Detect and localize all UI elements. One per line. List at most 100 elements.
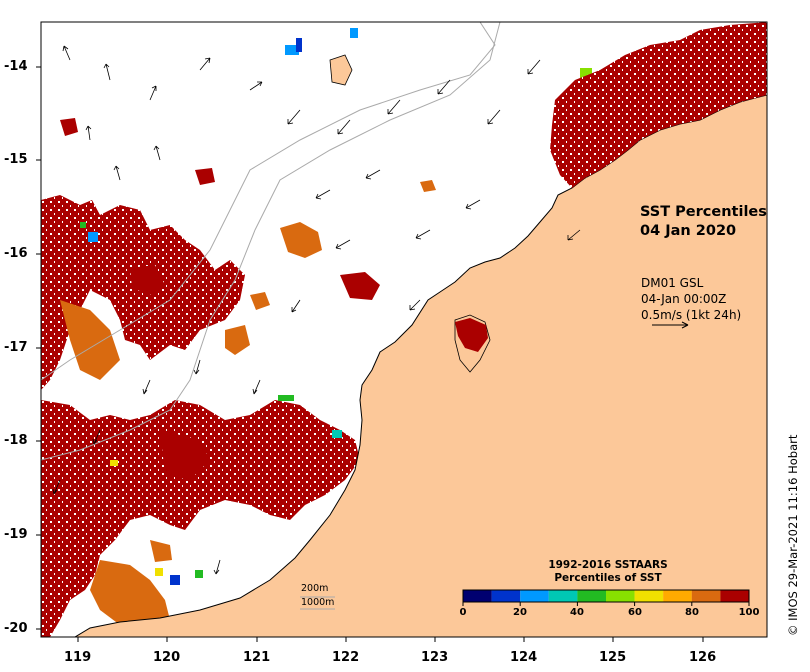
y-tick-label: -20 (4, 621, 28, 636)
sst-patch-c9 (195, 168, 215, 185)
current-arrow (567, 229, 581, 241)
current-arrow (85, 125, 92, 141)
colorbar-segment (691, 590, 721, 602)
colorbar (462, 589, 750, 606)
current-arrow (437, 79, 451, 95)
current-arrow (193, 359, 201, 375)
current-arrow (103, 63, 111, 81)
sst-patch-c6 (420, 180, 436, 192)
x-tick-label: 120 (153, 650, 181, 665)
y-tick-label: -16 (4, 246, 28, 261)
colorbar-title-line2: Percentiles of SST (554, 572, 662, 584)
sst-anomaly-patches (41, 28, 592, 637)
y-tick-label: -15 (4, 152, 28, 167)
current-arrow (153, 145, 161, 161)
current-arrow (337, 119, 351, 135)
colorbar-segment (720, 590, 749, 602)
contour-1000m (41, 22, 496, 381)
sst-patch-southwest-2 (90, 560, 170, 630)
current-arrow (52, 479, 61, 495)
current-arrow (335, 239, 351, 250)
current-arrow (287, 109, 301, 125)
x-tick-label: 126 (689, 650, 717, 665)
sst-patch-c1 (280, 222, 322, 258)
contour-200m (41, 22, 501, 461)
map-title-line1: SST Percentiles (640, 204, 767, 220)
y-tick-label: -14 (4, 59, 28, 74)
sst-cool-speck (110, 460, 118, 466)
current-arrow (315, 189, 331, 200)
contour-label-1000m: 1000m (301, 597, 335, 608)
current-arrow (149, 85, 157, 101)
sst-patch-c4 (130, 265, 165, 295)
credit-text: © IMOS 29-Mar-2021 11:16 Hobart (786, 434, 800, 636)
y-tick-label: -18 (4, 433, 28, 448)
current-arrow (142, 379, 151, 395)
colorbar-segment (463, 590, 492, 602)
current-arrow (199, 57, 211, 71)
sst-cool-speck (170, 575, 180, 585)
current-time: 04-Jan 00:00Z (641, 292, 727, 306)
colorbar-tick: 0 (459, 607, 467, 618)
map-title: SST Percentiles 04 Jan 2020 (640, 203, 767, 241)
colorbar-segment (491, 590, 521, 602)
x-tick-label: 123 (421, 650, 449, 665)
current-arrow (249, 81, 263, 91)
x-tick-label: 125 (599, 650, 627, 665)
current-arrow (213, 559, 221, 575)
sst-patch-kimberley-1 (455, 318, 488, 352)
island (329, 54, 353, 86)
sst-cool-speck (580, 68, 592, 78)
current-arrow (409, 299, 421, 311)
colorbar-tick: 20 (513, 607, 527, 618)
current-arrow (92, 429, 101, 445)
current-arrow (62, 45, 71, 61)
sst-patch-c3 (340, 272, 380, 300)
sst-cool-speck (155, 568, 163, 576)
colorbar-segment (634, 590, 664, 602)
current-arrow (465, 199, 481, 210)
current-source: DM01 GSL (641, 276, 704, 290)
current-arrow (415, 229, 431, 240)
current-arrow (113, 165, 121, 181)
colorbar-segment (548, 590, 578, 602)
sst-patch-south (160, 430, 210, 480)
sst-cool-speck (350, 28, 358, 38)
australia-land (74, 22, 767, 637)
colorbar-tick: 60 (628, 607, 642, 618)
colorbar-segment (606, 590, 635, 602)
current-arrow (252, 379, 261, 395)
colorbar-segment (663, 590, 692, 602)
sst-cool-speck (332, 430, 342, 438)
bathymetry-contours (41, 22, 501, 461)
colorbar-tick: 40 (570, 607, 584, 618)
current-arrow (487, 109, 501, 125)
current-arrow (527, 59, 541, 75)
x-tick-label: 121 (243, 650, 271, 665)
sst-cool-speck (296, 38, 302, 52)
sst-patch-c7 (60, 118, 78, 136)
sst-patch-c8 (150, 540, 172, 562)
sst-cool-speck (80, 222, 86, 228)
colorbar-title-line1: 1992-2016 SSTAARS (548, 559, 668, 571)
sst-patch-southwest (41, 400, 360, 637)
sst-patch-west (41, 195, 245, 390)
current-arrow (291, 299, 301, 313)
colorbar-frame (462, 589, 750, 603)
sst-patch-c2 (225, 325, 250, 355)
x-tick-label: 119 (64, 650, 92, 665)
contour-label-200m: 200m (301, 583, 329, 594)
plot-frame (40, 21, 768, 638)
x-tick-label: 122 (332, 650, 360, 665)
colorbar-segment (577, 590, 606, 602)
colorbar-segment (520, 590, 549, 602)
current-arrow (387, 99, 401, 115)
colorbar-title: 1992-2016 SSTAARS Percentiles of SST (463, 559, 753, 585)
sst-patch-west-2 (60, 300, 120, 380)
sst-cool-speck (88, 232, 98, 242)
current-scale-arrow (652, 321, 689, 329)
map-title-date: 04 Jan 2020 (640, 223, 737, 239)
current-arrow (365, 169, 381, 180)
colorbar-tick: 100 (738, 607, 760, 618)
